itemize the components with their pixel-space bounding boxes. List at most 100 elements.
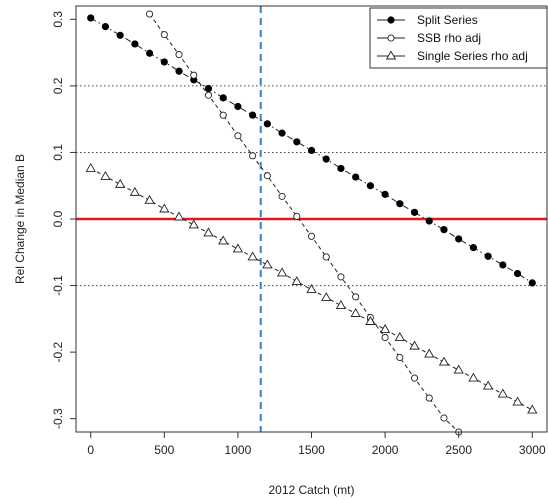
data-point-series-1 [484, 252, 492, 260]
data-point-series-1 [116, 31, 124, 39]
y-tick-label: -0.1 [51, 275, 65, 296]
data-point-series-3 [262, 259, 273, 269]
data-point-series-1 [249, 111, 257, 119]
series-points [85, 10, 538, 436]
data-point-series-3 [438, 356, 450, 366]
data-point-series-3 [482, 380, 494, 390]
y-tick-label: 0.1 [51, 144, 65, 161]
data-point-series-2 [322, 253, 330, 261]
data-point-series-1 [278, 129, 286, 137]
data-point-series-3 [365, 316, 376, 325]
data-point-series-3 [291, 276, 302, 286]
x-axis-label: 2012 Catch (mt) [268, 483, 354, 497]
data-point-series-1 [145, 49, 154, 57]
data-point-series-1 [410, 208, 419, 216]
data-point-series-2 [234, 132, 242, 140]
data-point-series-2 [381, 333, 389, 342]
data-point-series-1 [528, 279, 536, 287]
data-point-series-3 [100, 170, 111, 180]
data-point-series-3 [276, 267, 288, 277]
x-axis: 0 500 1000 1500 2000 2500 3000 [87, 432, 546, 457]
data-point-series-1 [263, 120, 271, 128]
data-point-series-3 [394, 331, 405, 341]
x-tick-label: 1000 [225, 443, 252, 457]
legend-marker [385, 50, 397, 60]
x-tick-label: 500 [154, 443, 174, 457]
data-point-series-3 [409, 340, 420, 350]
data-point-series-3 [203, 227, 214, 237]
data-point-series-3 [379, 323, 391, 333]
y-tick-label: 0.0 [51, 210, 65, 227]
x-tick-label: 1500 [298, 443, 325, 457]
series-lines [90, 13, 533, 432]
legend-label: Single Series rho adj [417, 49, 528, 63]
data-point-series-3 [218, 235, 229, 245]
data-point-series-1 [307, 146, 316, 155]
data-point-series-3 [335, 300, 347, 309]
data-point-series-2 [249, 152, 257, 160]
legend-marker [387, 34, 395, 42]
data-point-series-3 [85, 162, 96, 172]
legend-label: SSB rho adj [417, 31, 481, 45]
data-point-series-3 [527, 404, 538, 414]
data-point-series-2 [190, 71, 198, 79]
reference-lines [76, 6, 547, 432]
data-point-series-2 [204, 91, 213, 99]
data-point-series-2 [307, 232, 316, 240]
data-point-series-1 [234, 102, 242, 111]
data-point-series-1 [396, 200, 404, 208]
data-point-series-1 [366, 182, 374, 190]
data-point-series-3 [321, 292, 332, 301]
data-point-series-1 [131, 40, 139, 48]
x-tick-label: 3000 [519, 443, 546, 457]
data-point-series-3 [453, 364, 464, 374]
data-point-series-1 [455, 235, 463, 243]
data-point-series-1 [322, 155, 330, 163]
x-tick-label: 2000 [372, 443, 399, 457]
data-point-series-3 [188, 219, 199, 229]
x-tick-label: 2500 [445, 443, 472, 457]
data-point-series-3 [115, 178, 126, 188]
data-point-series-3 [306, 284, 317, 293]
data-point-series-1 [204, 84, 213, 93]
data-point-series-1 [513, 269, 522, 278]
y-axis-label: Rel Change in Median B [13, 154, 27, 284]
y-tick-label: 0.2 [51, 77, 65, 94]
data-point-series-1 [87, 14, 95, 22]
data-point-series-1 [101, 23, 110, 31]
data-point-series-3 [512, 396, 523, 406]
data-point-series-1 [160, 58, 168, 66]
data-point-series-3 [159, 203, 170, 213]
data-point-series-3 [129, 186, 141, 196]
y-axis: 0.3 0.2 0.1 0.0 -0.1 -0.2 -0.3 [51, 11, 76, 429]
y-tick-label: -0.2 [51, 341, 65, 362]
data-point-series-2 [175, 51, 183, 59]
data-point-series-2 [425, 394, 433, 402]
data-point-series-1 [469, 244, 478, 252]
legend-marker [387, 16, 395, 24]
y-tick-label: 0.3 [51, 11, 65, 28]
data-point-series-2 [352, 293, 360, 301]
data-point-series-1 [175, 67, 183, 75]
data-point-series-1 [425, 217, 433, 225]
data-point-series-2 [396, 353, 404, 362]
data-point-series-2 [410, 374, 419, 382]
data-point-series-3 [424, 348, 435, 358]
data-point-series-2 [263, 172, 271, 180]
data-point-series-3 [468, 372, 479, 382]
legend-items: Split Series SSB rho adj Single Series rho… [377, 13, 528, 63]
data-point-series-3 [173, 211, 185, 221]
data-point-series-3 [497, 388, 508, 398]
series-line-2 [149, 13, 460, 432]
legend-label: Split Series [417, 13, 478, 27]
data-point-series-2 [440, 414, 448, 422]
data-point-series-2 [160, 31, 168, 39]
data-point-series-1 [381, 190, 389, 198]
data-point-series-2 [278, 192, 286, 200]
y-tick-label: -0.3 [51, 408, 65, 429]
data-point-series-2 [146, 10, 154, 18]
data-point-series-1 [440, 226, 448, 234]
legend: Split Series SSB rho adj Single Series rho… [369, 7, 548, 69]
data-point-series-3 [350, 308, 361, 317]
